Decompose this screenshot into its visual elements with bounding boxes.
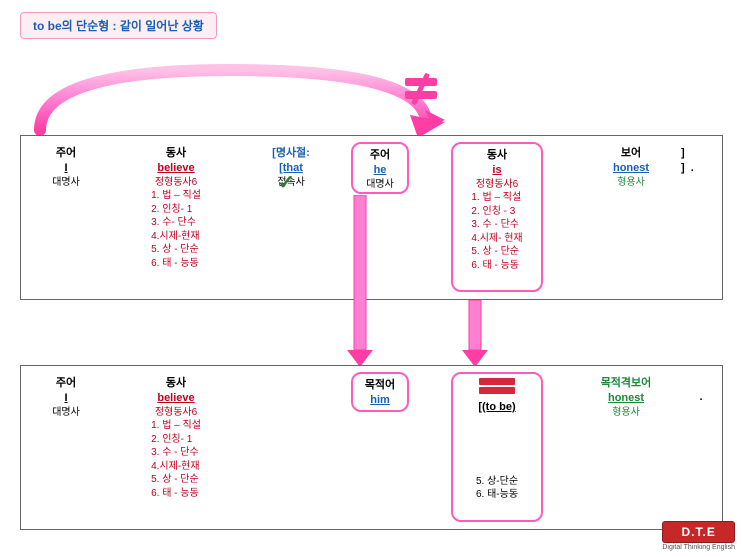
bot-col6-word: honest xyxy=(581,391,671,406)
d: 2. 인칭- 1 xyxy=(151,433,201,447)
d: 4.시제-현재 xyxy=(151,460,201,474)
top-col6-word: honest xyxy=(591,161,671,176)
down-arrow-1 xyxy=(345,195,375,370)
bot-col2-role: 동사 xyxy=(131,376,221,391)
bot-col1-word: I xyxy=(41,391,91,406)
top-col4-sub: 대명사 xyxy=(359,178,401,192)
bot-tail: . xyxy=(691,390,711,405)
panel-bottom: 주어 I 대명사 동사 believe 정형동사6 1. 법 – 직설 2. 인… xyxy=(20,365,723,530)
top-col2-word: believe xyxy=(131,161,221,176)
bot-col5-box: [(to be) 5. 상-단순 6. 태-능동 xyxy=(451,372,543,522)
d: 2. 인칭 - 3 xyxy=(471,205,522,219)
top-col1-word: I xyxy=(41,161,91,176)
top-col5-details: 1. 법 – 직설 2. 인칭 - 3 3. 수 - 단수 4.시제- 현재 5… xyxy=(471,191,522,272)
top-col1: 주어 I 대명사 xyxy=(41,146,91,189)
logo-sub: Digital Thinking English xyxy=(662,544,735,551)
top-col4-box: 주어 he 대명사 xyxy=(351,142,409,194)
d: 3. 수 - 단수 xyxy=(151,446,201,460)
top-col5-word: is xyxy=(459,163,535,178)
logo-box: D.T.E xyxy=(662,521,735,543)
bot-col4-box: 목적어 him xyxy=(351,372,409,412)
d: 6. 태 - 능동 xyxy=(151,487,201,501)
d: 6. 태-능동 xyxy=(476,488,518,502)
title-box: to be의 단순형 : 같이 일어난 상황 xyxy=(20,12,217,39)
bot-col1-role: 주어 xyxy=(41,376,91,391)
d: 4.시제- 현재 xyxy=(471,232,522,246)
d: 1. 법 – 직설 xyxy=(151,419,201,433)
d: 6. 태 - 능동 xyxy=(471,259,522,273)
bracket: ] . xyxy=(681,161,711,176)
bot-col2-details: 1. 법 – 직설 2. 인칭- 1 3. 수 - 단수 4.시제-현재 5. … xyxy=(151,419,201,500)
d: 6. 태 - 능동 xyxy=(151,257,201,271)
top-col2: 동사 believe 정형동사6 1. 법 – 직설 2. 인칭- 1 3. 수… xyxy=(131,146,221,271)
bot-col2: 동사 believe 정형동사6 1. 법 – 직설 2. 인칭- 1 3. 수… xyxy=(131,376,221,501)
d: 3. 수 - 단수 xyxy=(471,218,522,232)
top-col4-role: 주어 xyxy=(359,148,401,163)
bot-col6-role: 목적격보어 xyxy=(581,376,671,391)
bot-col2-word: believe xyxy=(131,391,221,406)
top-col5-box: 동사 is 정형동사6 1. 법 – 직설 2. 인칭 - 3 3. 수 - 단… xyxy=(451,142,543,292)
d: 1. 법 – 직설 xyxy=(151,189,201,203)
top-col2-sub: 정형동사6 xyxy=(131,176,221,190)
top-col5-sub: 정형동사6 xyxy=(459,178,535,192)
check-icon: ✓ xyxy=(278,170,295,197)
d: 5. 상 - 단순 xyxy=(471,245,522,259)
down-arrow-2 xyxy=(460,300,490,370)
d: 4.시제-현재 xyxy=(151,230,201,244)
logo: D.T.E Digital Thinking English xyxy=(662,521,735,551)
title-text: to be의 단순형 : 같이 일어난 상황 xyxy=(33,19,204,33)
top-col5-role: 동사 xyxy=(459,148,535,163)
bot-col1-sub: 대명사 xyxy=(41,406,91,420)
bot-col5-word: [(to be) xyxy=(459,400,535,415)
top-col1-role: 주어 xyxy=(41,146,91,161)
period: . xyxy=(699,391,702,403)
equals-icon xyxy=(479,376,515,396)
top-col2-details: 1. 법 – 직설 2. 인칭- 1 3. 수- 단수 4.시제-현재 5. 상… xyxy=(151,189,201,270)
d: 5. 상-단순 xyxy=(476,475,518,489)
bot-col5-details: 5. 상-단순 6. 태-능동 xyxy=(476,475,518,502)
curve-arrow xyxy=(30,60,450,135)
top-col3-role: [명사절: xyxy=(256,146,326,161)
top-col6: 보어 honest 형용사 xyxy=(591,146,671,189)
bot-col6: 목적격보어 honest 형용사 xyxy=(581,376,671,419)
d: 5. 상 - 단순 xyxy=(151,243,201,257)
bot-col4-role: 목적어 xyxy=(359,378,401,393)
bot-col6-sub: 형용사 xyxy=(581,406,671,420)
top-col6-role: 보어 xyxy=(591,146,671,161)
top-tail-brackets: ] ] . xyxy=(681,146,711,176)
top-col1-sub: 대명사 xyxy=(41,176,91,190)
bot-col2-sub: 정형동사6 xyxy=(131,406,221,420)
bracket: ] xyxy=(681,146,711,161)
top-col2-role: 동사 xyxy=(131,146,221,161)
top-col3: [명사절: [that 접속사 ✓ xyxy=(256,146,326,189)
d: 2. 인칭- 1 xyxy=(151,203,201,217)
d: 1. 법 – 직설 xyxy=(471,191,522,205)
bot-col4-word: him xyxy=(359,393,401,408)
d: 5. 상 - 단순 xyxy=(151,473,201,487)
top-col4-word: he xyxy=(359,163,401,178)
not-equal-symbol xyxy=(405,78,437,99)
top-col6-sub: 형용사 xyxy=(591,176,671,190)
d: 3. 수- 단수 xyxy=(151,216,201,230)
bot-col1: 주어 I 대명사 xyxy=(41,376,91,419)
